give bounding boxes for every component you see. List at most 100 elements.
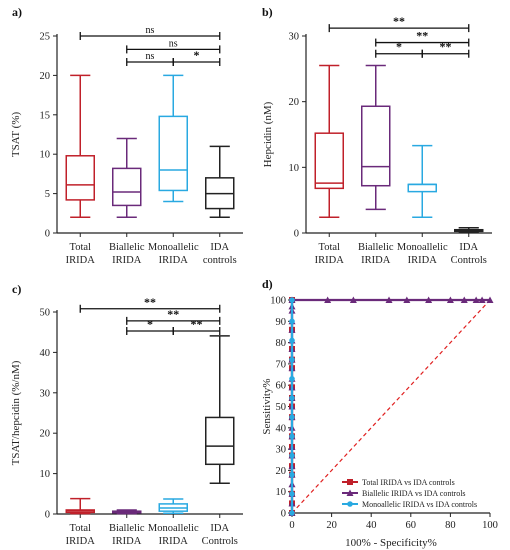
y-axis-label: Hepcidin (nM) xyxy=(262,101,274,167)
y-tick-label: 10 xyxy=(40,469,51,480)
y-axis-label: Sensitivity% xyxy=(261,378,273,434)
y-tick-label: 50 xyxy=(276,402,287,413)
y-tick-label: 30 xyxy=(289,32,300,43)
series-point xyxy=(289,433,295,440)
y-tick-label: 50 xyxy=(40,308,51,319)
category-label: IDA xyxy=(210,523,229,534)
y-tick-label: 10 xyxy=(289,163,300,174)
box-2 xyxy=(407,144,437,218)
significance-label: ns xyxy=(146,51,155,62)
panel-label: b) xyxy=(262,5,273,19)
x-tick-label: 0 xyxy=(289,520,294,531)
significance-label: * xyxy=(194,48,200,62)
series-point xyxy=(289,356,295,363)
box-0 xyxy=(314,64,344,218)
series-point xyxy=(486,296,494,303)
category-label: Biallelic xyxy=(109,242,145,253)
category-label: IRIDA xyxy=(66,255,96,266)
box-iqr xyxy=(205,416,235,466)
x-tick-label: 40 xyxy=(366,520,377,531)
y-axis-label: TSAT/hepcidin (%/nM) xyxy=(10,360,22,465)
box-iqr xyxy=(112,167,142,207)
series-point xyxy=(425,296,433,303)
category-label: IRIDA xyxy=(159,255,189,266)
category-label: Total xyxy=(319,242,341,253)
y-tick-label: 40 xyxy=(40,348,51,359)
box-1 xyxy=(112,137,142,218)
x-tick-label: 80 xyxy=(445,520,456,531)
series-point xyxy=(403,296,411,303)
legend-label: Monoallelic IRIDA vs IDA controls xyxy=(362,500,477,509)
category-label: IRIDA xyxy=(159,536,189,547)
significance-label: ** xyxy=(144,295,156,309)
panel-label: d) xyxy=(262,277,273,291)
box-3 xyxy=(205,335,235,485)
significance-label: ns xyxy=(146,25,155,36)
y-tick-label: 5 xyxy=(45,189,50,200)
category-label: IRIDA xyxy=(112,536,142,547)
panel-label: a) xyxy=(12,5,22,19)
y-tick-label: 20 xyxy=(40,71,51,82)
category-label: Total xyxy=(70,242,92,253)
box-iqr xyxy=(65,155,95,201)
significance-label: ** xyxy=(440,40,452,54)
series-point xyxy=(349,296,357,303)
series-point xyxy=(289,414,295,420)
category-label: Monoallelic xyxy=(397,242,448,253)
panel-b: b) 0 10 20 30 Hepcidin (nM) Total IRIDA Bialleli… xyxy=(262,5,492,266)
box-2 xyxy=(158,74,188,203)
x-tick-label: 100 xyxy=(482,520,498,531)
y-tick-label: 20 xyxy=(289,97,300,108)
legend-marker xyxy=(346,489,354,496)
category-label: IRIDA xyxy=(361,255,391,266)
series-point xyxy=(289,376,295,382)
series-point xyxy=(289,395,295,401)
series-point xyxy=(460,296,468,303)
y-axis-label: TSAT (%) xyxy=(10,112,22,158)
category-label: controls xyxy=(203,255,237,266)
y-tick-label: 10 xyxy=(276,487,287,498)
category-label: Controls xyxy=(202,536,238,547)
category-label: IDA xyxy=(459,242,478,253)
x-tick-label: 20 xyxy=(326,520,337,531)
box-iqr xyxy=(361,105,391,187)
y-tick-label: 60 xyxy=(276,381,287,392)
category-label: Monoallelic xyxy=(148,242,199,253)
significance-label: * xyxy=(396,40,402,54)
category-label: Controls xyxy=(451,255,487,266)
series-point xyxy=(289,510,295,516)
series-point xyxy=(385,296,393,303)
y-tick-label: 30 xyxy=(40,388,51,399)
series-point xyxy=(446,296,454,303)
series-point xyxy=(478,296,486,303)
significance-label: * xyxy=(147,317,153,331)
y-tick-label: 70 xyxy=(276,359,287,370)
y-tick-label: 90 xyxy=(276,317,287,328)
panel-c: c) 0 10 20 30 40 50 TSAT/hepcidin (%/nM) Total IR… xyxy=(10,282,243,547)
y-tick-label: 80 xyxy=(276,338,287,349)
y-tick-label: 20 xyxy=(40,429,51,440)
legend-marker xyxy=(347,501,353,507)
y-tick-label: 0 xyxy=(294,229,299,240)
category-label: IRIDA xyxy=(315,255,345,266)
legend-item-1: Biallelic IRIDA vs IDA controls xyxy=(342,489,466,498)
panel-d: d) 0 10 20 30 40 50 60 70 80 90 100 Sensitivity% 0 20 4… xyxy=(261,277,498,549)
series-point xyxy=(289,337,295,344)
category-label: IRIDA xyxy=(408,255,438,266)
significance-label: ** xyxy=(416,29,428,43)
category-label: Monoallelic xyxy=(148,523,199,534)
category-label: IDA xyxy=(210,242,229,253)
box-3 xyxy=(454,226,484,234)
box-2 xyxy=(158,498,188,514)
x-tick-label: 60 xyxy=(406,520,417,531)
legend-label: Biallelic IRIDA vs IDA controls xyxy=(362,489,466,498)
series-point xyxy=(289,471,295,478)
y-tick-label: 10 xyxy=(40,150,51,161)
series-2 xyxy=(289,297,295,516)
legend-item-2: Monoallelic IRIDA vs IDA controls xyxy=(342,500,477,509)
series-point xyxy=(289,452,295,459)
series-point xyxy=(324,296,332,303)
box-iqr xyxy=(158,115,188,192)
legend-item-0: Total IRIDA vs IDA controls xyxy=(342,478,455,487)
